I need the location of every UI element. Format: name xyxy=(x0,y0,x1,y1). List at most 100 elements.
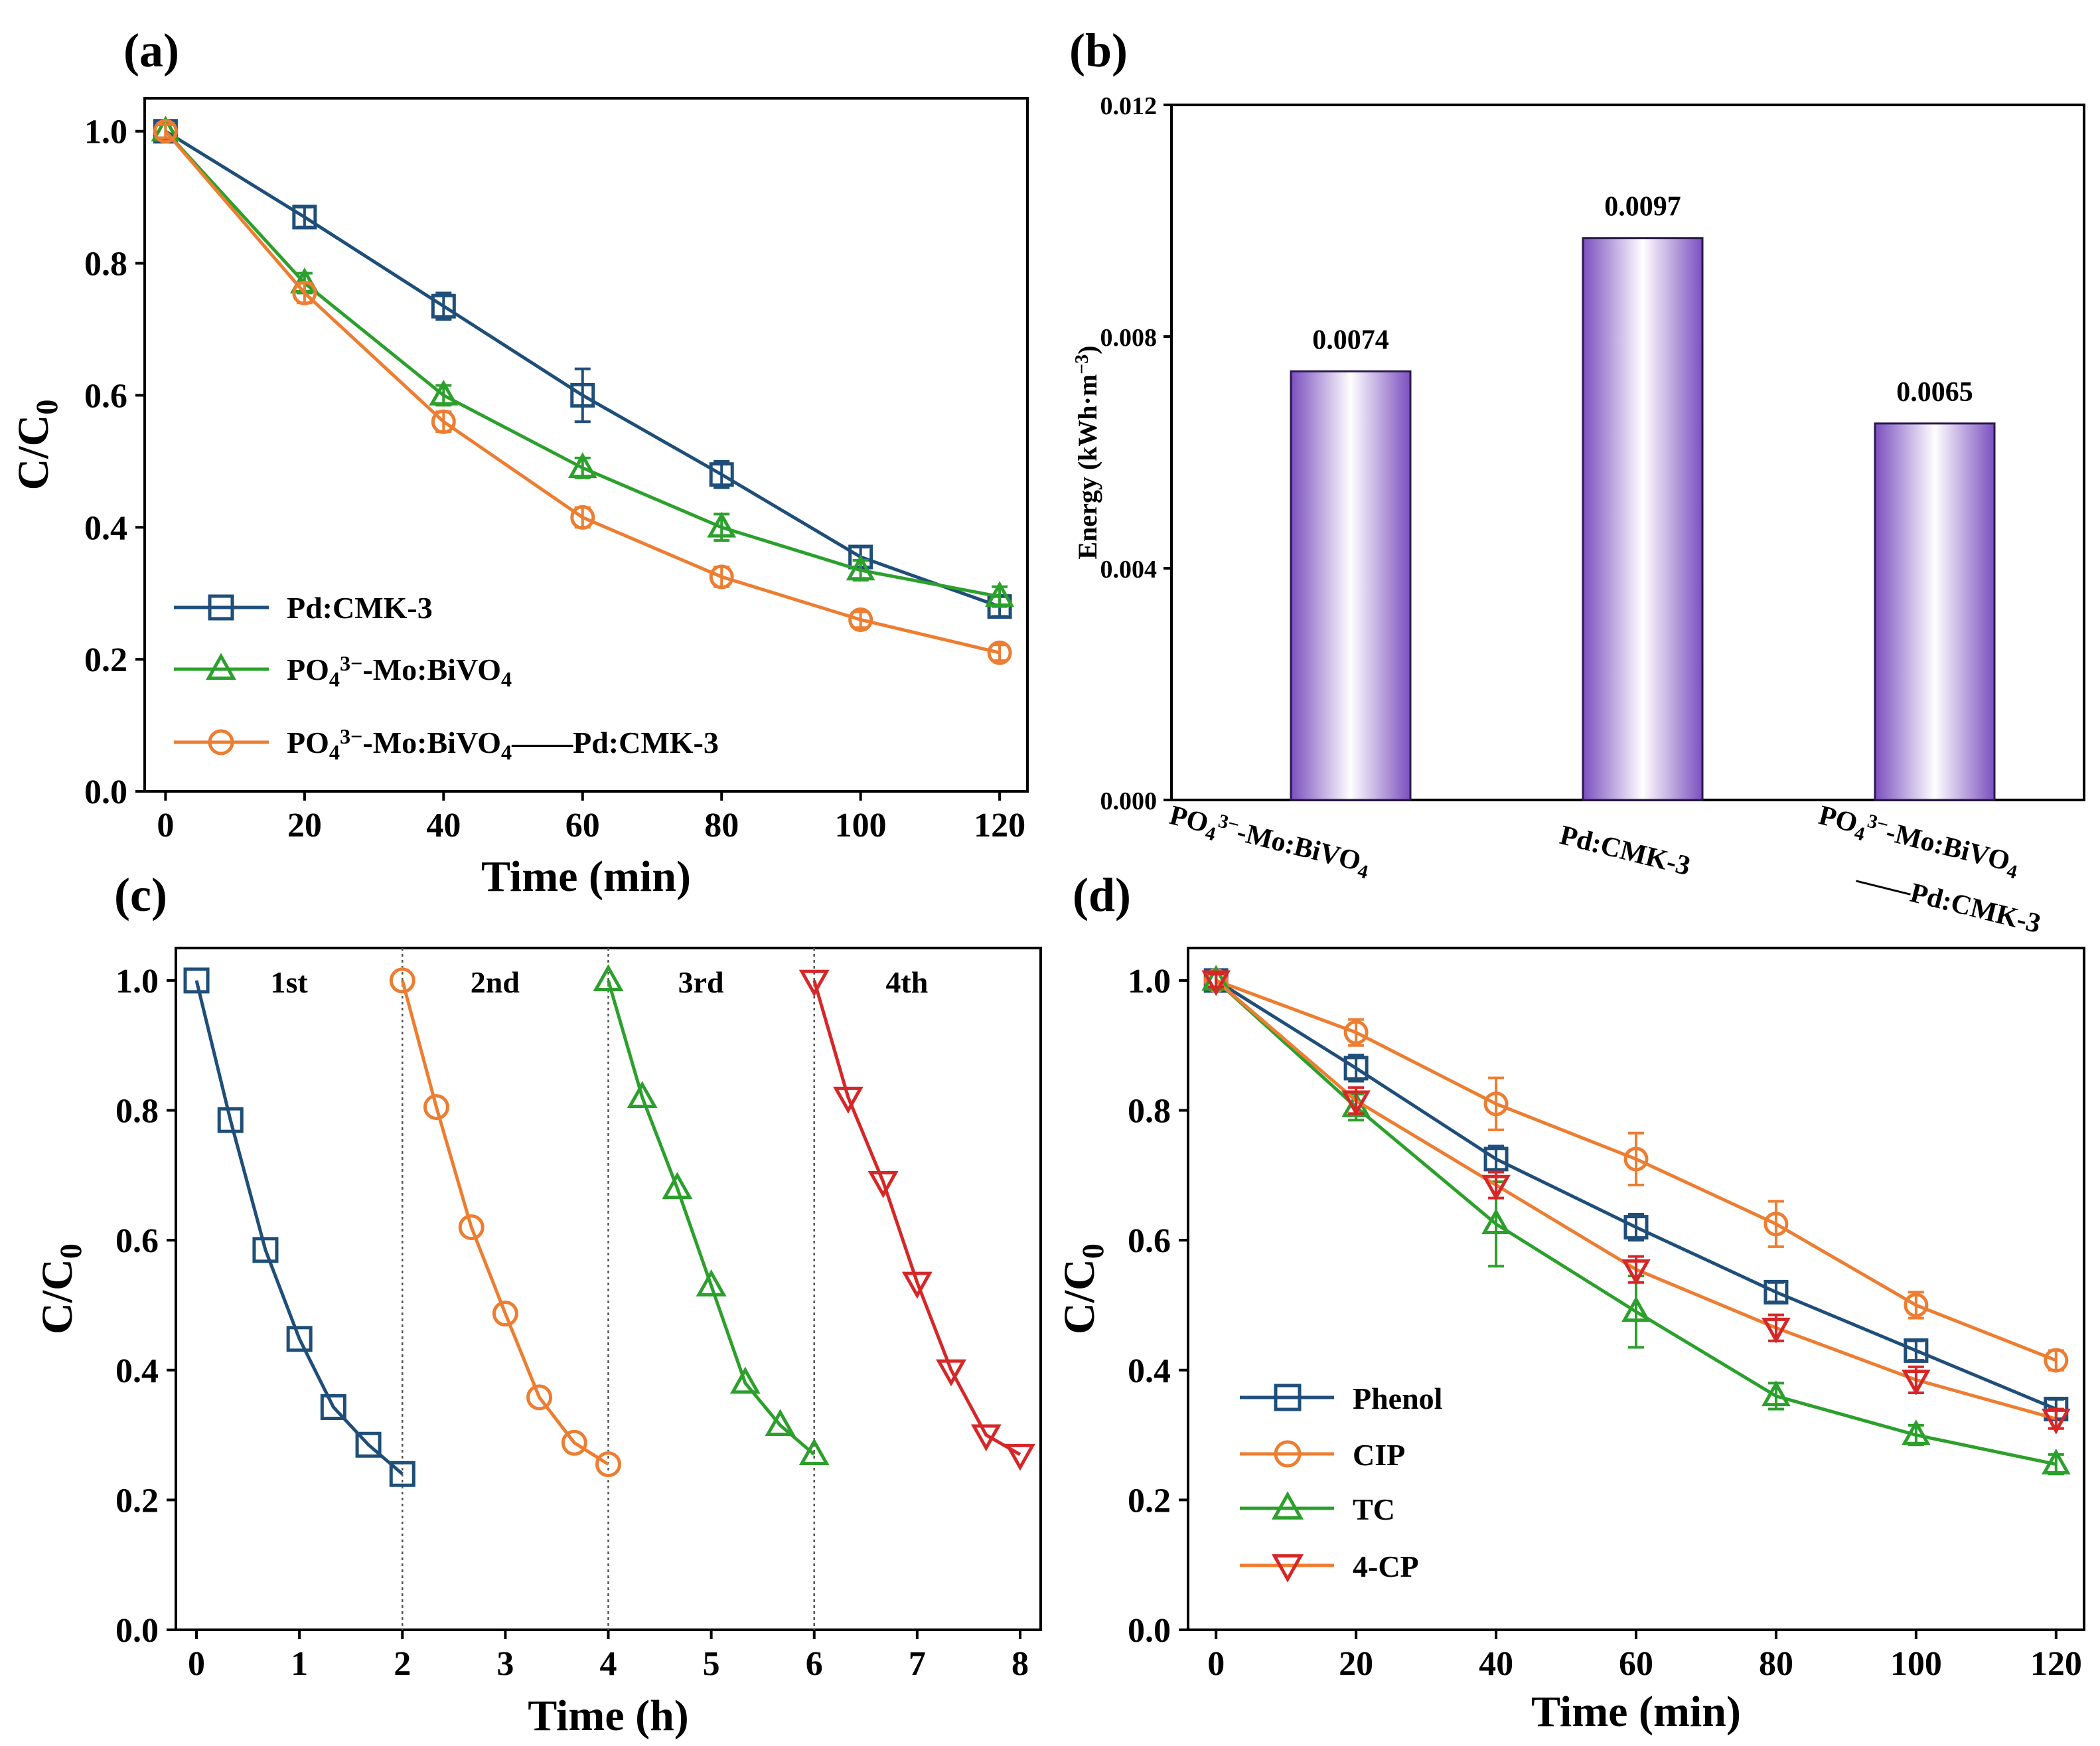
bar-value-label: 0.0065 xyxy=(1896,377,1973,408)
y-axis-label-part: 0 xyxy=(54,1243,88,1259)
y-tick-label: 0.004 xyxy=(1100,556,1158,584)
legend-label: 4-CP xyxy=(1353,1549,1419,1583)
x-tick-label: 100 xyxy=(1890,1645,1942,1683)
data-point xyxy=(1004,1443,1035,1471)
y-axis-label: Energy (kWh·m−3) xyxy=(1072,345,1102,559)
data-point xyxy=(1343,1020,1369,1045)
x-tick-label: 0 xyxy=(157,807,174,844)
series-1: 2nd xyxy=(389,965,621,1478)
data-point xyxy=(985,581,1014,607)
data-point xyxy=(1201,970,1231,996)
data-point xyxy=(1623,1147,1649,1172)
data-point xyxy=(458,1214,485,1241)
data-point xyxy=(593,964,624,992)
panel-label-d: (d) xyxy=(1073,868,1131,921)
data-point xyxy=(970,1424,1002,1452)
data-point xyxy=(848,607,873,632)
y-tick-label: 1.0 xyxy=(1128,963,1171,1000)
y-axis-label-part: C/C xyxy=(33,1259,82,1334)
data-point xyxy=(1341,1090,1371,1117)
y-tick-label: 1.0 xyxy=(115,963,159,1000)
x-tick-label: 0 xyxy=(188,1645,205,1683)
x-axis-label: Time (min) xyxy=(1531,1688,1741,1736)
data-point xyxy=(570,505,595,530)
bar xyxy=(1290,370,1412,801)
x-axis-label: Time (min) xyxy=(481,852,691,901)
y-tick-label: 0.6 xyxy=(84,377,127,415)
category-label-part: 3− xyxy=(1865,811,1890,836)
y-tick-label: 0.4 xyxy=(84,509,127,547)
legend-label-part: PO xyxy=(287,653,329,686)
data-point xyxy=(709,462,734,487)
data-point xyxy=(1483,1091,1509,1117)
data-point xyxy=(901,1271,933,1299)
x-tick-label: 40 xyxy=(426,807,461,844)
legend-label: Pd:CMK-3 xyxy=(287,591,433,625)
legend-label-part: 3− xyxy=(340,651,362,675)
cycle-label: 4th xyxy=(885,965,928,999)
x-tick-label: 1 xyxy=(291,1645,308,1683)
series-2: 3rd xyxy=(593,964,830,1466)
data-point xyxy=(627,1081,658,1109)
data-point xyxy=(389,1461,415,1487)
category-label-part: -Mo:BiVO xyxy=(1883,817,2013,877)
panel-label-b: (b) xyxy=(1069,24,1128,77)
y-tick-label: 1.0 xyxy=(84,114,127,151)
y-tick-label: 0.008 xyxy=(1100,324,1158,352)
series-0 xyxy=(1203,968,2069,1421)
data-point xyxy=(595,1451,621,1478)
legend-label-part: PO xyxy=(287,726,329,759)
series-line xyxy=(607,980,816,1456)
data-point xyxy=(729,1366,761,1394)
data-point xyxy=(1901,1370,1931,1395)
data-point xyxy=(217,1107,244,1133)
x-tick-label: 3 xyxy=(496,1645,514,1683)
legend-marker xyxy=(206,653,236,680)
data-point xyxy=(570,382,595,408)
data-point xyxy=(1623,1215,1649,1240)
panel-d: (d) 0 20 40 60 80 100 120 0.0 0.2 0.4 0.6 0.8 1.0 Time… xyxy=(1055,868,2085,1736)
legend-label-part: -Mo:BiVO xyxy=(362,726,501,759)
data-point xyxy=(709,564,734,590)
y-tick-label: 0.8 xyxy=(115,1093,159,1131)
data-point xyxy=(987,640,1012,665)
x-tick-label: 60 xyxy=(565,807,600,844)
data-point xyxy=(1904,1293,1929,1318)
data-point xyxy=(1343,1056,1369,1081)
legend-label: TC xyxy=(1353,1492,1395,1526)
y-tick-label: 0.8 xyxy=(1128,1093,1171,1131)
x-tick-label: 20 xyxy=(287,807,322,844)
bar xyxy=(1582,237,1704,801)
data-point xyxy=(492,1301,518,1327)
data-point xyxy=(286,1326,313,1352)
series-0: 1st xyxy=(183,965,415,1487)
legend-label-part: ——Pd:CMK-3 xyxy=(511,726,719,759)
data-point xyxy=(2041,1408,2071,1435)
y-axis-label-b: Energy (kWh·m−3) xyxy=(1072,345,1102,559)
legend-label-part: 4 xyxy=(501,667,512,691)
x-tick-label: 2 xyxy=(394,1645,411,1683)
data-point xyxy=(765,1409,796,1436)
y-axis-label: C/C0 xyxy=(9,400,64,491)
data-point xyxy=(292,204,317,230)
bar xyxy=(1874,422,1996,801)
data-point xyxy=(1483,1147,1509,1172)
legend-marker xyxy=(208,729,234,755)
y-tick-label: 0.0 xyxy=(115,1612,159,1650)
data-point xyxy=(798,969,830,997)
data-point xyxy=(707,511,737,538)
data-point xyxy=(1762,1317,1791,1344)
y-axis-label-part: −3 xyxy=(1072,355,1092,374)
data-point xyxy=(431,293,456,319)
data-point xyxy=(567,452,597,479)
data-point xyxy=(2041,1449,2071,1474)
data-point xyxy=(320,1394,346,1421)
data-point xyxy=(696,1269,727,1297)
y-tick-label: 0.0 xyxy=(1128,1612,1171,1650)
panel-b: (b) 0.000 0.004 0.008 0.012 0.0074 0.0097 0.006… xyxy=(1069,24,2085,939)
y-axis-label-part: 0 xyxy=(30,400,64,415)
y-tick-label: 0.6 xyxy=(1128,1222,1171,1260)
x-tick-label: 60 xyxy=(1619,1645,1653,1683)
category-label-part: -Mo:BiVO xyxy=(1234,817,1364,877)
